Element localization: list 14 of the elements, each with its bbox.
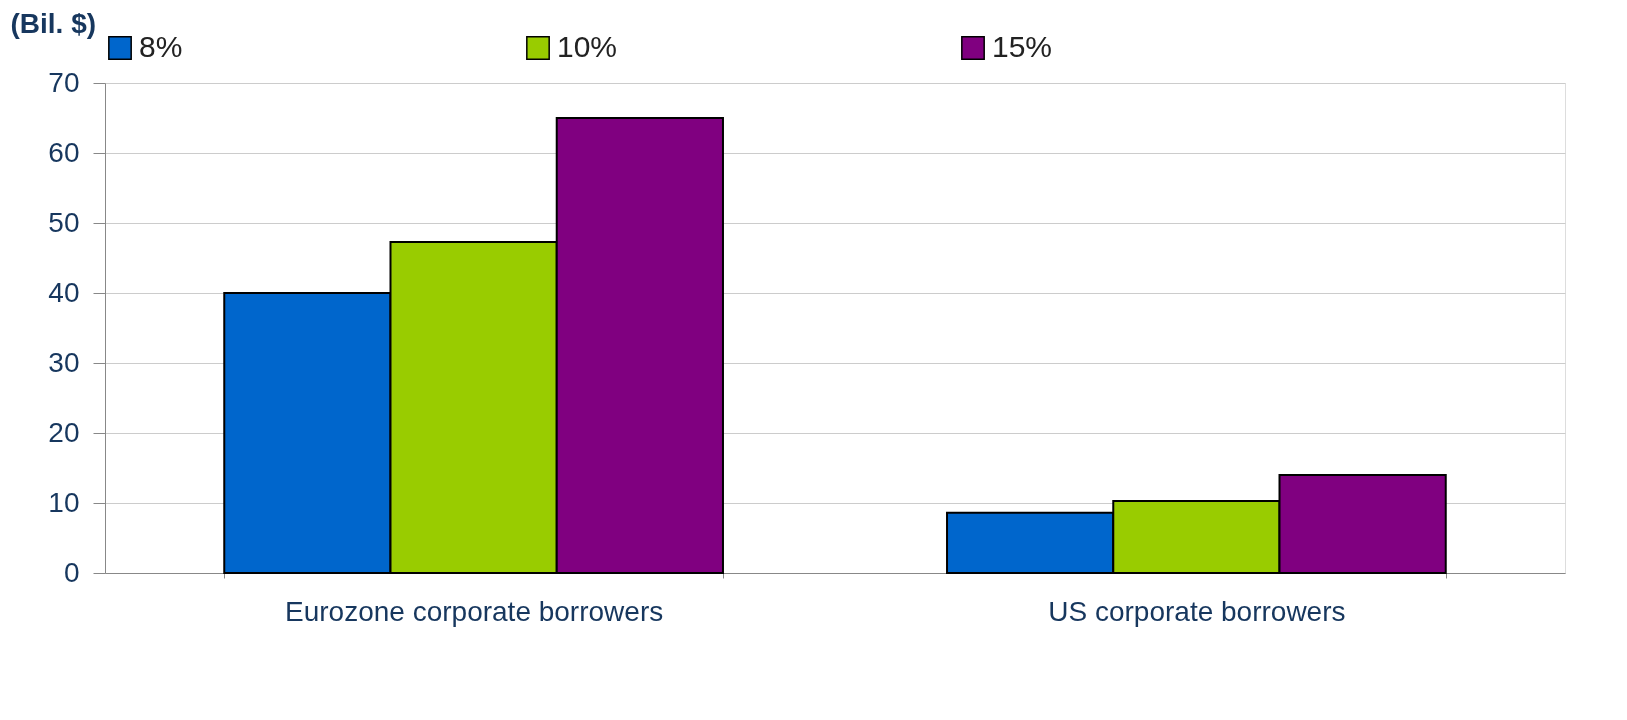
- y-tick-label: 40: [48, 276, 80, 308]
- y-tick-label: 0: [63, 556, 80, 588]
- y-tick-label: 10: [48, 486, 80, 518]
- y-tick-label: 70: [48, 66, 80, 98]
- legend-label: 8%: [139, 30, 183, 63]
- x-tick-label: Eurozone corporate borrowers: [285, 595, 664, 627]
- y-tick-label: 20: [48, 416, 80, 448]
- y-tick-label: 30: [48, 346, 80, 378]
- y-tick-label: 60: [48, 136, 80, 168]
- legend-label: 10%: [557, 30, 618, 63]
- x-tick-label: US corporate borrowers: [1048, 595, 1346, 627]
- y-axis-title: (Bil. $): [10, 7, 97, 39]
- y-tick-label: 50: [48, 206, 80, 238]
- legend-label: 15%: [992, 30, 1053, 63]
